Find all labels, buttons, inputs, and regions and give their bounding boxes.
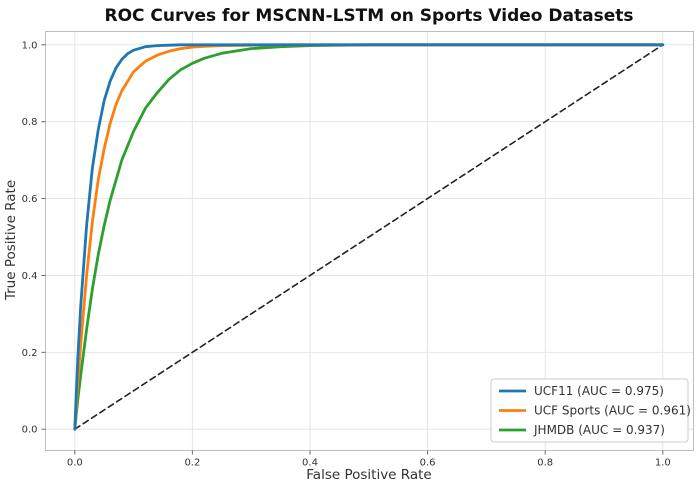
roc-curve-line [73, 43, 665, 431]
legend-entry: UCF11 (AUC = 0.975) [534, 384, 664, 398]
tick-labels: 0.0 0.2 0.4 0.6 0.8 1.0 0.0 0.2 0.4 0.6 0.8 1.0 [22, 40, 671, 468]
x-tick-label: 1.0 [655, 458, 671, 469]
legend-entry: UCF Sports (AUC = 0.961) [534, 404, 691, 418]
y-tick-label: 0.0 [22, 425, 38, 436]
x-axis-label: False Positive Rate [306, 467, 431, 483]
data-series [73, 43, 665, 431]
plot-area-frame [45, 31, 694, 451]
x-tick-label: 0.4 [302, 458, 318, 469]
y-tick-label: 0.4 [22, 271, 38, 282]
legend-box [490, 378, 689, 443]
y-axis-label: True Positive Rate [3, 180, 19, 301]
y-tick-label: 1.0 [22, 40, 38, 51]
chart-title: ROC Curves for MSCNN-LSTM on Sports Vide… [105, 6, 634, 26]
legend: UCF11 (AUC = 0.975) UCF Sports (AUC = 0.9… [490, 378, 691, 443]
y-tick-label: 0.6 [22, 194, 38, 205]
y-tick-label: 0.2 [22, 348, 38, 359]
diagonal-reference-line [74, 43, 664, 431]
x-tick-label: 0.2 [184, 458, 200, 469]
x-tick-label: 0.0 [67, 458, 83, 469]
x-tick-label: 0.6 [420, 458, 436, 469]
legend-entry: JHMDB (AUC = 0.937) [533, 423, 665, 437]
x-tick-label: 0.8 [537, 458, 553, 469]
y-tick-label: 0.8 [22, 117, 38, 128]
